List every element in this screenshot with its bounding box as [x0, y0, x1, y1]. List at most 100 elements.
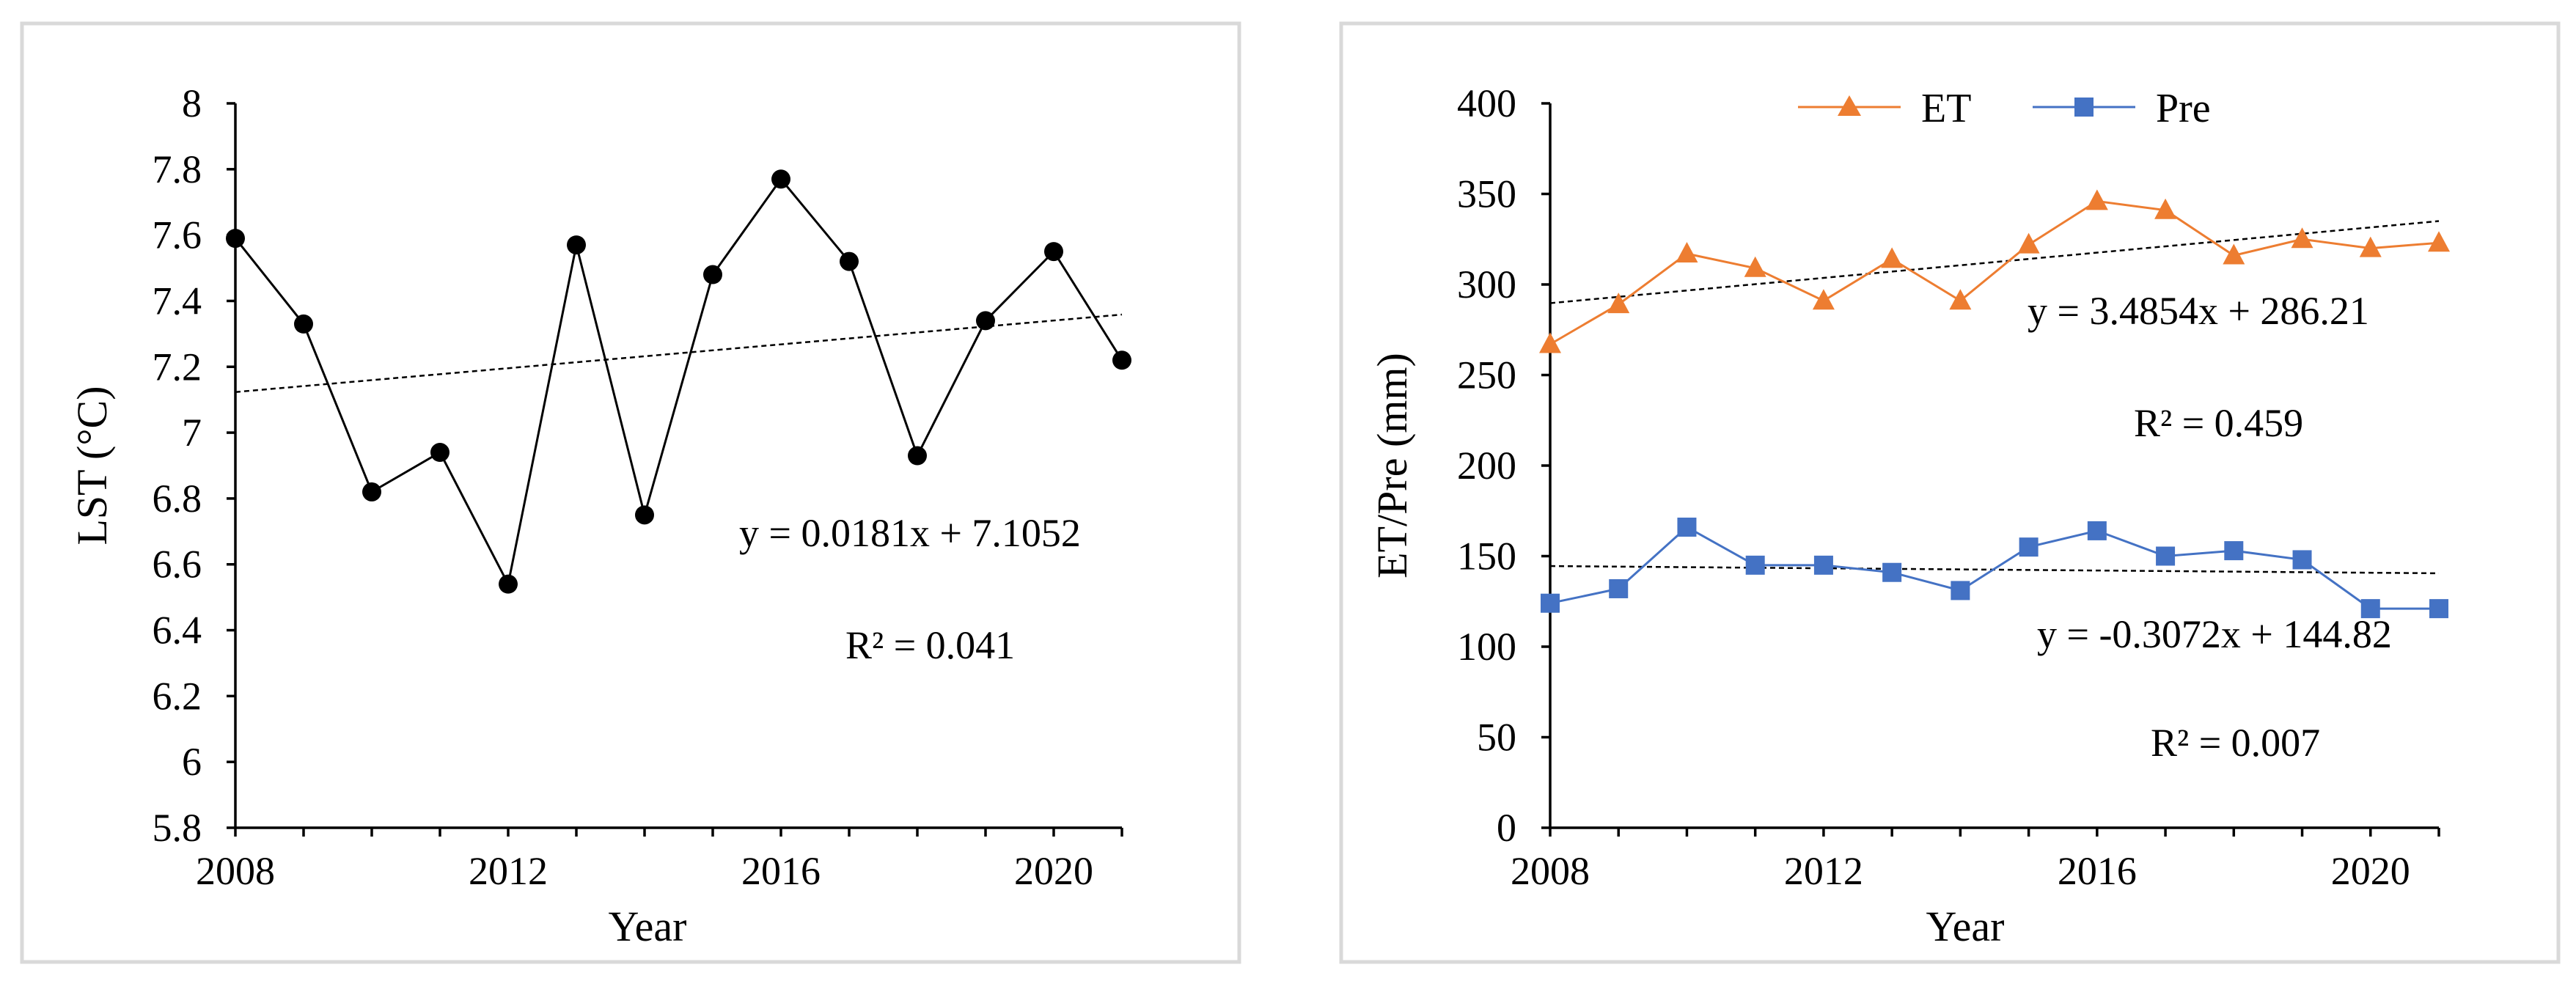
et-point [2154, 198, 2177, 219]
et-point [1812, 289, 1835, 310]
lst-y-tick-label: 7.6 [153, 213, 202, 257]
pre-point [2156, 546, 2176, 566]
et-point [2223, 243, 2245, 265]
legend-pre-square-icon [2074, 98, 2094, 117]
et-point [2359, 236, 2382, 257]
et-point [2428, 231, 2450, 252]
pre-trend-r-squared: R² = 0.007 [2151, 721, 2320, 765]
lst-point [1112, 350, 1131, 370]
lst-point [567, 235, 586, 255]
lst-x-tick-label: 2016 [741, 849, 821, 893]
lst-y-tick-label: 5.8 [153, 806, 202, 850]
et-pre-y-ticks: 0 50 100 150 200 250 300 350 400 [1457, 81, 1550, 850]
pre-point [2292, 550, 2312, 570]
lst-y-tick-label: 7.2 [153, 345, 202, 389]
lst-chart-panel: 5.866.26.46.66.877.27.47.67.88 2008 2012 2… [20, 21, 1241, 964]
et-pre-y-tick-label: 300 [1457, 262, 1516, 306]
et-pre-x-ticks: 2008 2012 2016 2020 [1511, 828, 2440, 893]
et-pre-y-tick-label: 350 [1457, 172, 1516, 216]
pre-point [1882, 562, 1902, 582]
lst-y-tick-label: 7 [182, 411, 202, 455]
pre-point [2429, 599, 2448, 619]
lst-y-axis-label: LST (°C) [68, 386, 116, 545]
lst-y-tick-label: 6.8 [153, 477, 202, 521]
et-pre-series [1539, 189, 2450, 619]
et-pre-x-tick-label: 2008 [1511, 849, 1590, 893]
lst-point [1044, 242, 1063, 262]
lst-point [703, 265, 722, 284]
et-pre-y-tick-label: 150 [1457, 534, 1516, 578]
et-point [2291, 227, 2313, 249]
pre-point [1609, 578, 1629, 598]
pre-series-line [1549, 526, 2439, 610]
pre-point [1813, 555, 1833, 575]
et-point [1539, 332, 1561, 353]
pre-point [2019, 537, 2039, 557]
et-trend-equation: y = 3.4854x + 286.21 [2028, 289, 2369, 333]
lst-x-tick-label: 2008 [196, 849, 275, 893]
lst-x-ticks: 2008 2012 2016 2020 [196, 828, 1123, 893]
lst-point [499, 574, 518, 594]
lst-point [908, 446, 927, 466]
lst-y-tick-label: 6.4 [153, 609, 202, 653]
pre-trend-equation: y = -0.3072x + 144.82 [2037, 612, 2392, 656]
lst-y-tick-label: 8 [182, 81, 202, 125]
lst-y-tick-label: 6.2 [153, 674, 202, 718]
lst-trendline [235, 313, 1123, 393]
et-pre-y-tick-label: 0 [1497, 806, 1516, 850]
et-point [1676, 242, 1698, 263]
legend-pre-label: Pre [2156, 86, 2211, 131]
et-pre-x-tick-label: 2012 [1784, 849, 1863, 893]
lst-point [226, 229, 245, 249]
lst-point [635, 505, 654, 525]
lst-point [976, 311, 995, 331]
lst-trend-r-squared: R² = 0.041 [845, 623, 1015, 667]
et-pre-trendline-0 [1549, 220, 2440, 304]
et-pre-y-axis-label: ET/Pre (mm) [1368, 353, 1416, 578]
et-series-line [1549, 199, 2440, 345]
et-point [2017, 232, 2040, 254]
lst-y-tick-label: 6 [182, 740, 202, 784]
et-point [1949, 289, 1972, 310]
lst-point [294, 314, 313, 334]
pre-point [2224, 541, 2244, 561]
pre-point [1951, 581, 1970, 600]
et-pre-y-tick-label: 400 [1457, 81, 1516, 125]
lst-point [362, 482, 381, 501]
pre-point [1677, 517, 1697, 537]
lst-x-tick-label: 2012 [469, 849, 548, 893]
lst-x-tick-label: 2020 [1014, 849, 1093, 893]
et-pre-y-tick-label: 100 [1457, 625, 1516, 669]
lst-trendline-0 [235, 313, 1123, 393]
lst-point [840, 251, 859, 271]
lst-y-tick-label: 7.4 [153, 279, 202, 323]
et-pre-x-axis-label: Year [1926, 903, 2005, 950]
pre-point [1745, 555, 1765, 575]
lst-series-line [234, 177, 1123, 588]
et-pre-y-tick-label: 250 [1457, 353, 1516, 397]
lst-y-tick-label: 7.8 [153, 147, 202, 191]
et-point [1607, 293, 1630, 314]
et-pre-chart-panel: 0 50 100 150 200 250 300 350 400 2008 2012 2016 202… [1339, 21, 2561, 964]
legend-et-triangle-icon [1838, 95, 1861, 116]
lst-trend-equation: y = 0.0181x + 7.1052 [739, 511, 1081, 555]
legend-et-label: ET [1921, 86, 1971, 131]
lst-y-ticks: 5.8 6 6.2 6.4 6.6 6.8 7 7.2 7.4 7.6 7.8 8 [153, 81, 235, 850]
lst-point [430, 443, 449, 463]
pre-point [1541, 593, 1560, 613]
lst-y-tick-label: 6.6 [153, 543, 202, 587]
et-trend-r-squared: R² = 0.459 [2134, 401, 2303, 445]
pre-point [2087, 521, 2107, 540]
et-pre-legend: ET Pre [1798, 86, 2211, 131]
et-pre-chart-frame [1339, 21, 2561, 964]
et-pre-x-tick-label: 2020 [2331, 849, 2410, 893]
lst-x-axis-label: Year [609, 903, 687, 950]
et-pre-y-tick-label: 50 [1477, 716, 1516, 760]
lst-point [771, 169, 790, 189]
et-point [2085, 189, 2108, 210]
lst-chart-frame [20, 21, 1241, 964]
pre-point [2360, 599, 2380, 619]
et-pre-x-tick-label: 2016 [2058, 849, 2137, 893]
et-point [1881, 247, 1904, 268]
et-point [1744, 256, 1766, 277]
